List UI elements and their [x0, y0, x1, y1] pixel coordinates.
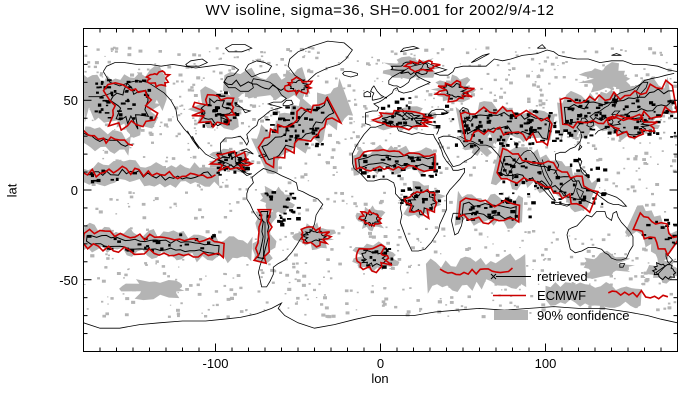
- legend-label-retrieved: retrieved: [537, 269, 588, 284]
- x-tick-label: -100: [202, 356, 229, 371]
- y-tick-label: 50: [63, 93, 78, 109]
- map-content: [83, 40, 678, 329]
- ecmwf-contours: [83, 58, 678, 300]
- x-axis-label: lon: [371, 371, 389, 386]
- coastlines: [83, 40, 678, 329]
- confidence-regions: [83, 56, 678, 309]
- legend-label-confidence: 90% confidence: [537, 308, 630, 323]
- axis-ticks: [83, 28, 678, 352]
- y-axis-label: lat: [4, 183, 20, 198]
- y-tick-label: 0: [70, 183, 78, 198]
- x-tick-label: 0: [376, 356, 385, 371]
- x-tick-label: 100: [534, 356, 557, 371]
- confidence-fill-swatch: [494, 310, 528, 320]
- figure-title: WV isoline, sigma=36, SH=0.001 for 2002/…: [205, 2, 555, 19]
- legend-label-ecmwf: ECMWF: [537, 288, 587, 303]
- legend-swatches: [490, 273, 531, 320]
- y-tick-label: -50: [59, 272, 78, 288]
